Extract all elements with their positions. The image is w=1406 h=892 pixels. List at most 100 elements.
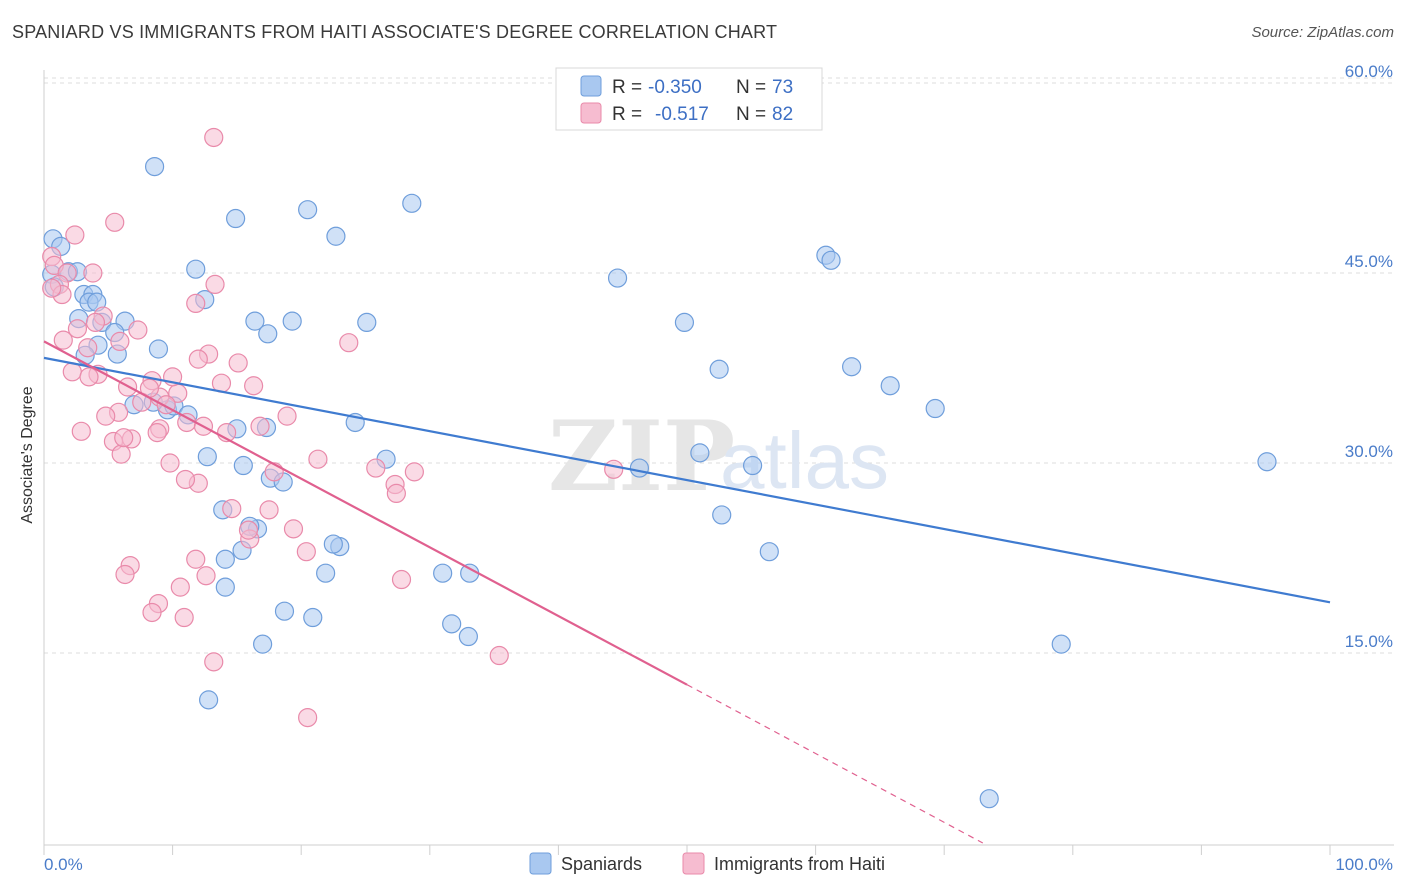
haiti-point [205, 274, 225, 294]
haiti-point [160, 453, 180, 473]
haiti-point [79, 367, 99, 387]
haiti-point [204, 127, 224, 148]
spaniard-point [1257, 452, 1277, 472]
trend-line-haiti-extension [686, 684, 984, 844]
haiti-point [147, 423, 167, 443]
x-tick-label-100: 100.0% [1335, 855, 1393, 874]
spaniard-point [298, 200, 318, 220]
haiti-point [277, 406, 297, 426]
legend-r-value-1: -0.517 [655, 104, 709, 125]
haiti-point [83, 263, 103, 283]
haiti-point [42, 278, 62, 298]
y-tick-label-30: 30.0% [1345, 442, 1393, 461]
haiti-point [174, 607, 194, 628]
spaniard-point [323, 534, 343, 554]
spaniard-point [326, 226, 346, 246]
spaniard-point [215, 577, 235, 597]
haiti-point [188, 349, 208, 369]
spaniard-point [316, 563, 336, 583]
spaniard-point [199, 690, 219, 710]
legend-n-label-1: N = [736, 104, 766, 125]
chart-title: SPANIARD VS IMMIGRANTS FROM HAITI ASSOCI… [12, 22, 778, 42]
bottom-legend-swatch-spaniards [529, 852, 552, 875]
haiti-point [386, 483, 406, 503]
spaniard-point [226, 208, 246, 229]
haiti-point [283, 519, 304, 539]
spaniard-point [233, 455, 253, 476]
x-tick-labels: 0.0% 100.0% [44, 855, 1393, 874]
axes [43, 70, 1394, 855]
legend-swatch-spaniards [580, 75, 602, 97]
haiti-point [67, 319, 88, 339]
haiti-point [177, 412, 197, 433]
haiti-point [196, 566, 216, 586]
haiti-point [298, 707, 318, 728]
haiti-point [228, 353, 248, 373]
haiti-point [308, 449, 328, 469]
haiti-point [128, 320, 148, 340]
trend-lines [43, 340, 1331, 844]
haiti-point [204, 652, 224, 672]
spaniard-point [197, 447, 217, 467]
spaniard-point [690, 443, 710, 463]
spaniard-point [245, 311, 265, 331]
haiti-point [111, 444, 131, 464]
haiti-point [250, 416, 270, 436]
spaniard-point [607, 268, 628, 288]
spaniard-point [144, 157, 165, 177]
legend-r-label-0: R = [612, 77, 642, 98]
haiti-point [222, 499, 242, 519]
haiti-point [366, 458, 386, 478]
haiti-point [238, 520, 259, 540]
bottom-legend-swatch-haiti [682, 852, 705, 875]
haiti-point [264, 462, 284, 482]
legend-n-value-1: 82 [772, 104, 793, 125]
spaniard-point [742, 455, 763, 476]
spaniard-point [274, 601, 295, 621]
haiti-point [391, 569, 412, 590]
spaniard-point [402, 193, 422, 213]
spaniard-point [458, 626, 478, 647]
x-tick-label-0: 0.0% [44, 855, 83, 874]
haiti-point [105, 212, 125, 232]
spaniard-point [303, 607, 323, 628]
spaniard-point [979, 789, 999, 809]
haiti-point [296, 542, 316, 562]
spaniard-point [629, 458, 650, 478]
spaniard-point [1051, 634, 1071, 654]
spaniard-point [842, 357, 862, 377]
bottom-legend-haiti: Immigrants from Haiti [714, 854, 885, 874]
haiti-point [85, 312, 106, 332]
haiti-point [244, 376, 264, 396]
y-tick-label-15: 15.0% [1345, 632, 1393, 651]
haiti-point [65, 225, 85, 245]
haiti-point [186, 293, 206, 313]
haiti-point [96, 406, 116, 426]
legend-n-label-0: N = [736, 77, 766, 98]
haiti-point [175, 469, 196, 490]
haiti-point [489, 645, 509, 666]
spaniard-point [282, 311, 302, 331]
haiti-point [114, 428, 134, 448]
haiti-point [259, 500, 279, 520]
spaniard-point [215, 549, 235, 569]
spaniard-point [709, 359, 729, 379]
series-haiti [42, 127, 624, 728]
trend-line-spaniards [43, 356, 1331, 604]
spaniard-point [442, 614, 462, 634]
haiti-point [78, 338, 98, 358]
haiti-point [604, 459, 624, 479]
haiti-point [170, 577, 190, 597]
haiti-point [110, 331, 130, 351]
spaniard-point [712, 505, 732, 525]
legend-r-value-0: -0.350 [648, 77, 702, 98]
haiti-point [142, 602, 162, 623]
bottom-legend: Spaniards Immigrants from Haiti [529, 852, 885, 875]
y-tick-label-60: 60.0% [1345, 62, 1393, 81]
legend-swatch-haiti [580, 102, 602, 124]
haiti-point [186, 549, 206, 569]
legend-n-value-0: 73 [772, 77, 793, 98]
spaniard-point [674, 312, 695, 332]
spaniard-point [821, 250, 841, 270]
